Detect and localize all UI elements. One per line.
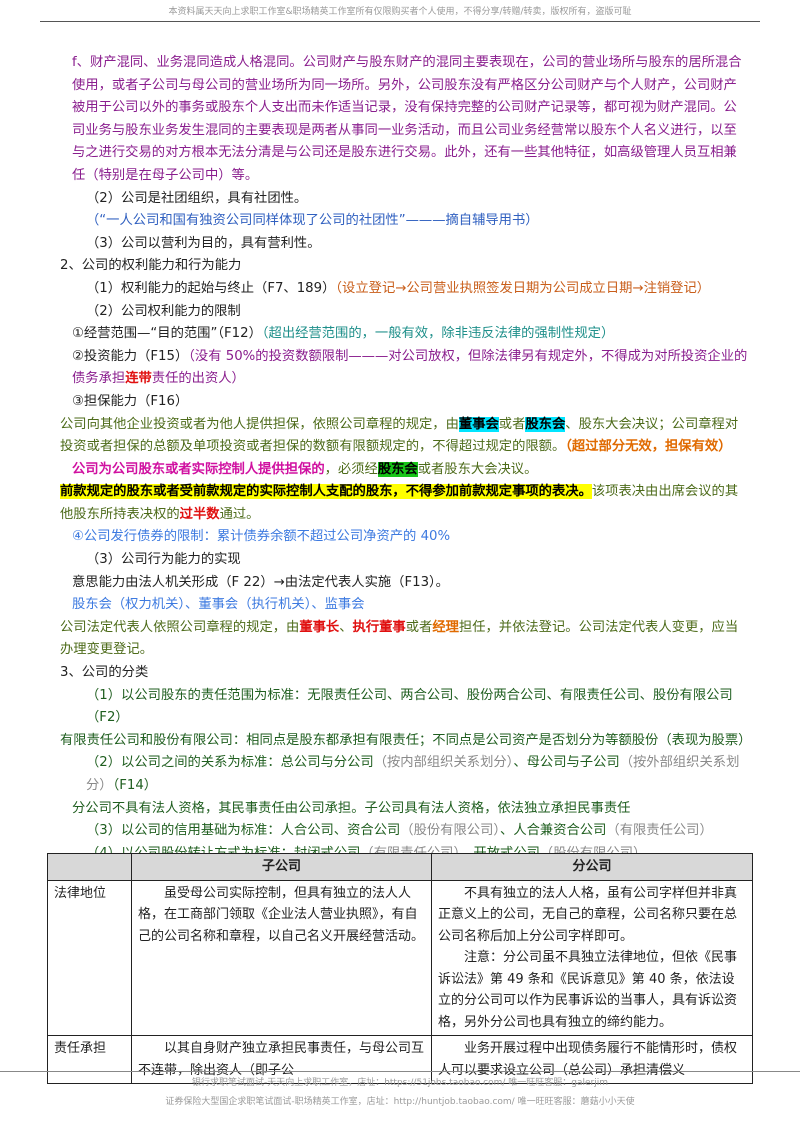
- paragraph-3: （3）公司以营利为目的，具有营利性。: [86, 235, 321, 251]
- text: ①经营范围—“目的范围”（F12）: [72, 326, 262, 342]
- text: 通过。: [219, 506, 260, 522]
- text: 公司向其他企业投资或者为他人提供担保，依照公司章程的规定，由: [60, 416, 459, 432]
- note: （股份有限公司）: [400, 823, 501, 839]
- text: （1）权利能力的起始与终止（F7、189）: [86, 280, 336, 296]
- document-body: f、财产混同、业务混同造成人格混同。公司财产与股东财产的混同主要表现在，公司的营…: [60, 52, 752, 865]
- capacity-10: 公司法定代表人依照公司章程的规定，由董事长、执行董事或者经理担任，并依法登记。公…: [60, 617, 750, 662]
- cell-text: 业务开展过程中出现债务履行不能情形时，债权人可以要求设立公司（总公司）承担清偿义: [438, 1041, 738, 1078]
- text: 该项表决由出席会议的其他股东所持表决权的: [60, 484, 739, 522]
- text: 、: [339, 619, 353, 635]
- guarantee-2: 公司为公司股东或者实际控制人提供担保的，必须经股东会或者股东大会决议。: [60, 459, 750, 482]
- capacity-9: 股东会（权力机关）、董事会（执行机关）、监事会: [72, 597, 365, 613]
- class-2: 有限责任公司和股份有限公司：相同点是股东都承担有限责任；不同点是公司资产是否划分…: [60, 732, 752, 748]
- cell-text: 以其自身财产独立承担民事责任，与母公司互不连带，除出资人（即子公: [138, 1041, 425, 1078]
- note: （“一人公司和国有独资公司同样体现了公司的社团性”———摘自辅导用书）: [86, 213, 539, 229]
- highlight-shareholders: 股东会: [525, 416, 566, 432]
- class-5: （3）以公司的信用基础为标准：人合公司、资合公司（股份有限公司）、人合兼资合公司…: [60, 820, 750, 843]
- class-3: （2）以公司之间的关系为标准：总公司与分公司（按内部组织关系划分）、母公司与子公…: [60, 752, 750, 797]
- header-branch: 分公司: [431, 853, 753, 881]
- row-label: 责任承担: [47, 1035, 132, 1084]
- capacity-8: 意思能力由法人机关形成（F 22）→由法定代表人实施（F13）。: [72, 574, 449, 590]
- note: （设立登记→公司营业执照签发日期为公司成立日期→注销登记）: [335, 280, 711, 296]
- capacity-6: ④公司发行债券的限制：累计债券余额不超过公司净资产的 40%: [72, 529, 451, 545]
- cell-subsidiary: 虽受母公司实际控制，但具有独立的法人人格，在工商部门领取《企业法人营业执照》，有…: [131, 879, 432, 1036]
- table-row: 法律地位 虽受母公司实际控制，但具有独立的法人人格，在工商部门领取《企业法人营业…: [47, 879, 753, 1036]
- text: 公司法定代表人依照公司章程的规定，由: [60, 619, 300, 635]
- text: （2）公司是社团组织，具有社团性。: [86, 190, 308, 206]
- text: 、股东大会决议；公司章程对投资或者担保的总额及单项投资或者担保的数额有限额规定的…: [60, 416, 739, 455]
- class-1: （1）以公司股东的责任范围为标准：无限责任公司、两合公司、股份两合公司、有限责任…: [86, 687, 733, 726]
- text: 担任，并依法登记。公司法定代表人变更，应当办理变更登记。: [60, 619, 739, 658]
- section-2-heading: 2、公司的权利能力和行为能力: [60, 258, 242, 274]
- note-end: 责任的出资人）: [151, 371, 245, 387]
- capacity-1: （1）权利能力的起始与终止（F7、189）（设立登记→公司营业执照签发日期为公司…: [60, 278, 750, 301]
- highlight-board: 董事会: [458, 416, 499, 432]
- capacity-5: ③担保能力（F16）: [72, 393, 189, 409]
- text: 或者: [405, 619, 433, 635]
- row-label: 法律地位: [47, 879, 132, 1036]
- paragraph-2: （2）公司是社团组织，具有社团性。 （“一人公司和国有独资公司同样体现了公司的社团…: [60, 188, 750, 233]
- text: ②投资能力（F15）: [72, 348, 189, 364]
- emphasis: 过半数: [179, 506, 220, 522]
- text: 、人合兼资合公司: [500, 823, 607, 839]
- text: 或者: [498, 416, 526, 432]
- cell-branch: 不具有独立的法人人格，虽有公司字样但并非真正意义上的公司，无自己的章程，公司名称…: [431, 879, 753, 1036]
- cell-text: 不具有独立的法人人格，虽有公司字样但并非真正意义上的公司，无自己的章程，公司名称…: [438, 885, 738, 944]
- emphasis: 连带: [125, 371, 152, 387]
- table-row: 责任承担 以其自身财产独立承担民事责任，与母公司互不连带，除出资人（即子公 业务…: [47, 1035, 753, 1084]
- emphasis: 公司为公司股东或者实际控制人提供担保的: [72, 461, 325, 477]
- header-subsidiary: 子公司: [131, 853, 432, 881]
- note: （有限责任公司）: [606, 823, 713, 839]
- highlight-rule: 前款规定的股东或者受前款规定的实际控制人支配的股东，不得参加前款规定事项的表决。: [60, 484, 592, 500]
- comparison-table: 子公司 分公司 法律地位 虽受母公司实际控制，但具有独立的法人人格，在工商部门领…: [47, 853, 753, 1084]
- header-empty: [47, 853, 132, 881]
- capacity-3: ①经营范围—“目的范围”（F12）（超出经营范围的，一般有效，除非违反法律的强制…: [60, 323, 750, 346]
- emphasis: 执行董事: [352, 619, 406, 635]
- cell-subsidiary: 以其自身财产独立承担民事责任，与母公司互不连带，除出资人（即子公: [131, 1035, 432, 1084]
- note: （没有 50%的投资数额限制———对公司放权，但除法律另有规定外，不得成为对所投…: [72, 348, 748, 387]
- section-3-heading: 3、公司的分类: [60, 665, 149, 681]
- cell-note: 注意：分公司虽不具独立法律地位，但依《民事诉讼法》第 49 条和《民诉意见》第 …: [438, 950, 738, 1030]
- text: （F14）: [112, 778, 158, 793]
- capacity-4: ②投资能力（F15）（没有 50%的投资数额限制———对公司放权，但除法律另有规…: [60, 346, 750, 391]
- guarantee-3: 前款规定的股东或者受前款规定的实际控制人支配的股东，不得参加前款规定事项的表决。…: [60, 481, 750, 526]
- cell-text: 虽受母公司实际控制，但具有独立的法人人格，在工商部门领取《企业法人营业执照》，有…: [138, 885, 425, 944]
- text: ，必须经: [324, 461, 378, 477]
- class-4: 分公司不具有法人资格，其民事责任由公司承担。子公司具有法人资格，依法独立承担民事…: [72, 800, 631, 816]
- footer-line-1: 银行求职笔试面试-天天向上求职工作室，店址：https://51jobs.tao…: [0, 1071, 800, 1088]
- text: （2）以公司之间的关系为标准：总公司与分公司: [86, 755, 374, 771]
- page-header: 本资料属天天向上求职工作室&职场精英工作室所有仅限购买者个人使用，不得分享/转赠…: [40, 4, 760, 22]
- note: （超出经营范围的，一般有效，除非违反法律的强制性规定）: [261, 326, 615, 342]
- text: 、母公司与子公司: [513, 755, 620, 771]
- capacity-7: （3）公司行为能力的实现: [86, 552, 241, 568]
- note: （按内部组织关系划分）: [373, 755, 514, 771]
- emphasis: 经理: [432, 619, 459, 635]
- capacity-2: （2）公司权利能力的限制: [86, 303, 241, 319]
- table-header-row: 子公司 分公司: [47, 853, 753, 881]
- emphasis: 董事长: [299, 619, 340, 635]
- footer-line-2: 证券保险大型国企求职笔试面试-职场精英工作室，店址：http://huntjob…: [165, 1097, 635, 1107]
- highlight-shareholders: 股东会: [377, 461, 418, 477]
- guarantee-1: 公司向其他企业投资或者为他人提供担保，依照公司章程的规定，由董事会或者股东会、股…: [60, 414, 750, 459]
- text: （3）以公司的信用基础为标准：人合公司、资合公司: [86, 823, 401, 839]
- cell-branch: 业务开展过程中出现债务履行不能情形时，债权人可以要求设立公司（总公司）承担清偿义: [431, 1035, 753, 1084]
- text: 或者股东大会决议。: [417, 461, 538, 477]
- paragraph-f: f、财产混同、业务混同造成人格混同。公司财产与股东财产的混同主要表现在，公司的营…: [72, 55, 742, 183]
- note: （按外部组织关系划分）: [86, 755, 740, 793]
- note: （超过部分无效，担保有效）: [565, 439, 732, 455]
